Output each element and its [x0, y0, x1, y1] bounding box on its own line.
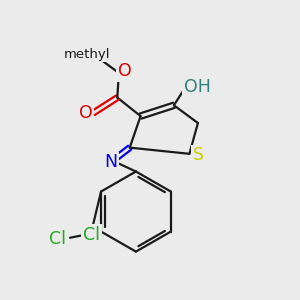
- Text: Cl: Cl: [83, 226, 100, 244]
- Text: N: N: [105, 153, 118, 171]
- Text: OH: OH: [184, 78, 211, 96]
- Text: S: S: [193, 146, 204, 164]
- Text: O: O: [118, 62, 132, 80]
- Text: O: O: [79, 104, 92, 122]
- Text: Cl: Cl: [49, 230, 66, 248]
- Text: methyl: methyl: [64, 48, 110, 61]
